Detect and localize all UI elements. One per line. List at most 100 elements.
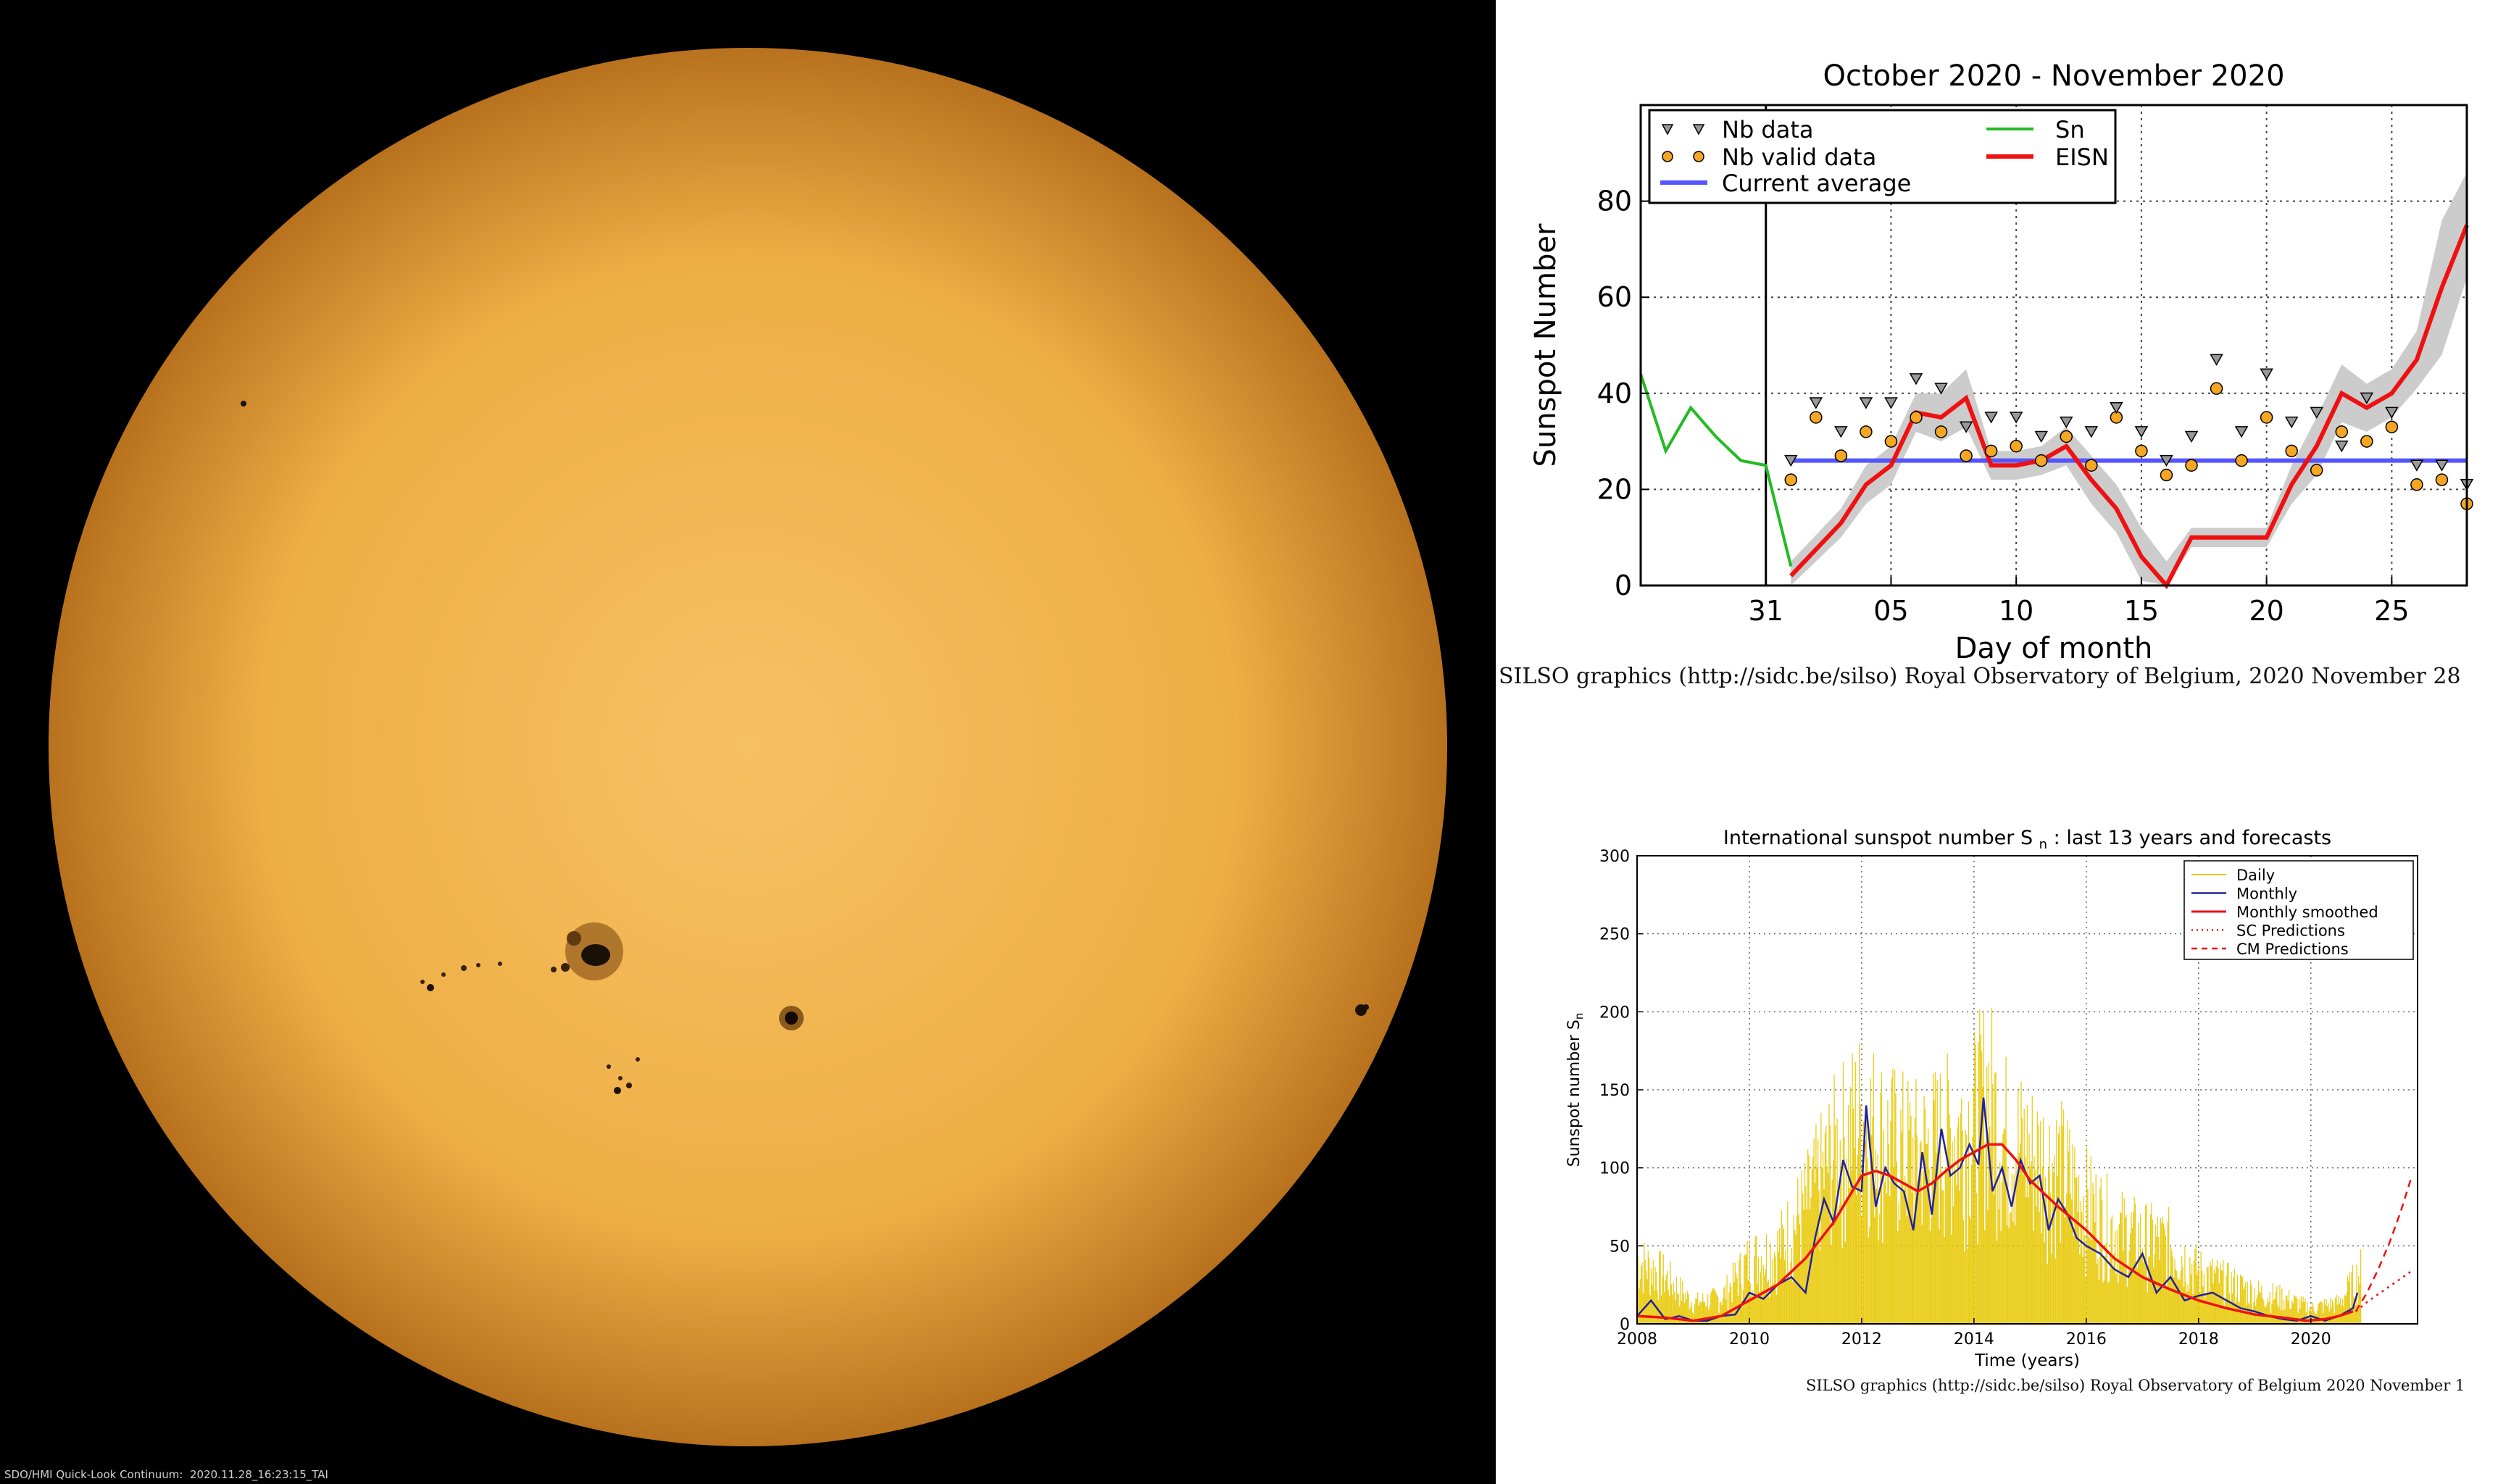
x-tick-label: 2014 [1954,1330,1994,1348]
legend-label-nb-data: Nb data [1722,116,1814,143]
y-axis-label: Sunspot Number [1529,223,1562,467]
x-tick-label: 2008 [1617,1330,1657,1348]
nb-data-point [1984,412,1998,424]
nb-valid-data-point [2085,459,2098,472]
sunspot-group-large [420,922,623,991]
nb-valid-data-point [2410,478,2423,491]
nb-valid-data-point [1960,449,1973,462]
nb-valid-data-point [2385,420,2399,433]
nb-data-point [2360,392,2374,404]
image-caption: SDO/HMI Quick-Look Continuum: 2020.11.28… [4,1468,328,1481]
nb-valid-data-point [2310,464,2323,477]
nb-data-point [2059,416,2073,429]
sunspot-limb [1355,1004,1369,1016]
nb-data-point [1783,454,1798,467]
nb-valid-data-point [1860,425,1873,438]
nb-data-point [2234,426,2249,438]
y-tick-label: 20 [1597,473,1632,505]
nb-data-point [2310,407,2324,419]
nb-data-point [2184,430,2199,443]
nb-valid-data-point [1984,444,1998,458]
nb-valid-data-point [2210,382,2223,395]
legend-label-nb-valid: Nb valid data [1722,143,1876,171]
chart-sunspot-13yr: International sunspot number S n : last … [1565,827,2418,1370]
legend-box [2183,860,2414,960]
nb-data-point [2160,454,2173,467]
series-sc-predictions [2355,1270,2412,1312]
sun-disk [49,48,1447,1446]
legend-label-monthly: Monthly [2236,885,2297,903]
nb-valid-data-point [2360,435,2373,448]
legend-label-monthly-smoothed: Monthly smoothed [2236,904,2378,921]
legend-nb-valid-marker [1662,151,1673,162]
nb-data-point [1959,421,1973,433]
nb-valid-data-point [1810,411,1823,424]
y-tick-label: 300 [1599,848,1630,866]
nb-valid-data-point [2260,411,2273,424]
y-tick-label: 0 [1620,1316,1630,1334]
nb-valid-data-point [2135,444,2148,458]
nb-data-point [1884,397,1898,409]
nb-data-point [2134,426,2149,438]
charts-panel: October 2020 - November 2020 0 20 40 60 80 31 0… [1496,0,2498,1484]
y-tick-label: 60 [1597,281,1632,313]
x-axis-label: Day of month [1955,632,2153,665]
legend-label-sn: Sn [2055,116,2085,143]
nb-data-point [1834,426,1848,438]
nb-data-point [1934,383,1948,395]
nb-valid-data-point [2185,459,2198,472]
legend-label-sc-predictions: SC Predictions [2236,922,2345,940]
nb-data-point [1809,397,1823,409]
nb-data-point [2334,440,2349,453]
legend-nb-data-marker [1692,124,1705,136]
x-tick-label: 31 [1749,595,1783,627]
y-tick-label: 100 [1599,1160,1630,1178]
nb-data-point [2410,459,2424,472]
series-cm-predictions [2355,1175,2413,1312]
legend-box [1648,109,2117,204]
legend-nb-valid-marker [1693,151,1704,162]
x-tick-label: 20 [2249,595,2283,627]
nb-valid-data-point [1910,411,1923,424]
x-axis-label: Time (years) [1974,1351,2080,1370]
nb-valid-data-point [1884,435,1898,448]
nb-valid-data-point [2034,454,2048,467]
y-tick-label: 0 [1615,570,1632,601]
nb-data-point [2210,354,2223,366]
nb-data-point [1859,397,1873,409]
y-tick-label: 40 [1597,378,1632,409]
sun-disk-image [49,48,1447,1446]
y-tick-label: 150 [1599,1082,1630,1100]
nb-data-point [2284,416,2299,429]
y-axis-label: Sunspot number Sn [1565,1013,1586,1167]
x-tick-label: 2018 [2178,1330,2219,1348]
nb-valid-data-point [1934,425,1948,438]
sunspot-single [779,1006,804,1030]
y-tick-label: 50 [1610,1238,1630,1256]
plot-frame [1639,104,2468,587]
x-tick-label: 2010 [1729,1330,1770,1348]
nb-valid-data-point [2160,468,2173,482]
eisn-error-band [1791,172,2467,585]
chart-title: International sunspot number S n : last … [1723,827,2331,852]
series-eisn-line [1789,224,2469,590]
nb-data-point [2385,407,2399,419]
nb-data-point [1909,373,1923,385]
nb-valid-data-point [2335,425,2349,438]
sunspot-group-small [241,401,640,1094]
x-tick-label: 15 [2124,595,2159,627]
series-daily [1636,1007,2362,1324]
nb-data-point [2435,459,2449,472]
solar-image-panel: SDO/HMI Quick-Look Continuum: 2020.11.28… [0,0,1496,1484]
nb-valid-data-point [2010,439,2023,453]
legend-label-daily: Daily [2236,867,2275,884]
legend-label-current-average: Current average [1722,170,1911,197]
series-monthly-smoothed [1636,1143,2354,1322]
series-sn-line [1639,373,1793,567]
nb-data-point [2009,412,2023,424]
chart-eisn-daily: October 2020 - November 2020 0 20 40 60 80 31 0… [1529,59,2474,665]
chart-13yr-footer: SILSO graphics (http://sidc.be/silso) Ro… [1806,1377,2465,1394]
nb-valid-data-point [2060,430,2073,443]
legend-nb-data-marker [1661,124,1674,136]
nb-data-point [2110,401,2123,414]
